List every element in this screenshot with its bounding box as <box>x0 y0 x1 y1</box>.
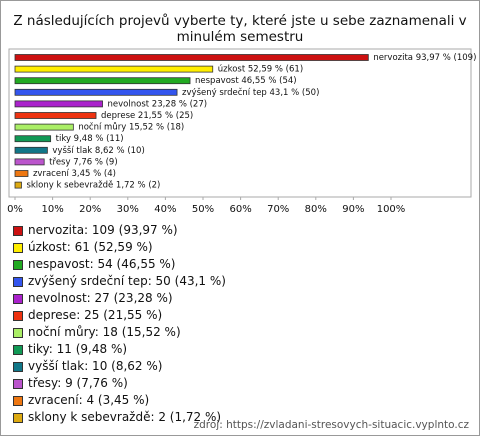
bar-label: zvracení 3,45 % (4) <box>33 169 116 179</box>
bar <box>14 170 29 177</box>
bar <box>14 146 48 154</box>
legend-item: zvýšený srdeční tep: 50 (43,1 %) <box>13 273 226 290</box>
legend-swatch <box>13 361 23 372</box>
legend-swatch <box>13 293 23 304</box>
x-tick-label: 0% <box>7 204 23 215</box>
legend-item: úzkost: 61 (52,59 %) <box>13 239 226 256</box>
x-tick-label: 70% <box>267 204 289 215</box>
legend-label: zvýšený srdeční tep: 50 (43,1 %) <box>28 274 226 288</box>
x-tick-label: 90% <box>342 204 364 215</box>
legend-swatch <box>13 327 23 338</box>
legend-swatch <box>13 276 23 287</box>
legend-item: třesy: 9 (7,76 %) <box>13 375 226 392</box>
legend-swatch <box>13 344 23 355</box>
bar-label: úzkost 52,59 % (61) <box>218 65 303 75</box>
x-tick-label: 60% <box>229 204 251 215</box>
legend-label: vyšší tlak: 10 (8,62 %) <box>28 359 163 373</box>
x-tick-label: 30% <box>117 204 139 215</box>
legend-item: sklony k sebevraždě: 2 (1,72 %) <box>13 409 226 426</box>
legend-label: tiky: 11 (9,48 %) <box>28 342 128 356</box>
x-tick-label: 100% <box>377 204 406 215</box>
bar-label: nespavost 46,55 % (54) <box>195 76 297 86</box>
legend-swatch <box>13 412 23 423</box>
x-tick-label: 80% <box>305 204 327 215</box>
legend-swatch <box>13 310 23 321</box>
legend-swatch <box>13 225 23 236</box>
legend-label: úzkost: 61 (52,59 %) <box>28 240 153 254</box>
bar-label: třesy 7,76 % (9) <box>49 157 117 167</box>
legend-item: deprese: 25 (21,55 %) <box>13 307 226 324</box>
legend-item: nespavost: 54 (46,55 %) <box>13 256 226 273</box>
legend-label: deprese: 25 (21,55 %) <box>28 308 163 322</box>
bar <box>14 123 74 131</box>
legend-item: vyšší tlak: 10 (8,62 %) <box>13 358 226 375</box>
bar <box>14 100 103 108</box>
legend-item: noční můry: 18 (15,52 %) <box>13 324 226 341</box>
legend-label: sklony k sebevraždě: 2 (1,72 %) <box>28 410 222 424</box>
legend-label: nevolnost: 27 (23,28 %) <box>28 291 173 305</box>
plot-frame <box>8 48 472 198</box>
bar-label: sklony k sebevraždě 1,72 % (2) <box>26 181 160 191</box>
legend-swatch <box>13 378 23 389</box>
bar <box>14 88 178 96</box>
legend-item: nevolnost: 27 (23,28 %) <box>13 290 226 307</box>
legend-item: tiky: 11 (9,48 %) <box>13 341 226 358</box>
legend-item: zvracení: 4 (3,45 %) <box>13 392 226 409</box>
legend-label: nespavost: 54 (46,55 %) <box>28 257 176 271</box>
bar-label: tiky 9,48 % (11) <box>56 134 124 144</box>
x-tick-label: 40% <box>154 204 176 215</box>
bar-label: nevolnost 23,28 % (27) <box>108 99 208 109</box>
bar <box>14 54 369 61</box>
bar-label: vyšší tlak 8,62 % (10) <box>52 145 144 156</box>
bar <box>14 181 22 189</box>
legend-label: nervozita: 109 (93,97 %) <box>28 223 178 237</box>
bar <box>14 135 52 143</box>
bar <box>14 158 45 166</box>
legend-item: nervozita: 109 (93,97 %) <box>13 222 226 239</box>
x-tick-label: 20% <box>79 204 101 215</box>
legend-swatch <box>13 259 23 270</box>
legend-swatch <box>13 395 23 406</box>
bar <box>14 65 214 73</box>
x-tick-label: 10% <box>41 204 63 215</box>
chart: 0% 10% 20% 30% 40% 50% 60% 70% 80% 90% 100% nervozi… <box>7 48 476 215</box>
legend-label: zvracení: 4 (3,45 %) <box>28 393 150 407</box>
legend: nervozita: 109 (93,97 %) úzkost: 61 (52,5… <box>13 222 226 426</box>
bar <box>14 77 191 85</box>
legend-label: třesy: 9 (7,76 %) <box>28 376 128 390</box>
bar <box>14 112 97 119</box>
bar-label: zvýšený srdeční tep 43,1 % (50) <box>182 87 319 98</box>
chart-title: Z následujících projevů vyberte ty, kter… <box>13 13 467 45</box>
bar-label: deprese 21,55 % (25) <box>101 111 193 121</box>
x-tick-label: 50% <box>192 204 214 215</box>
bar-label: nervozita 93,97 % (109) <box>373 53 476 63</box>
bar-label: noční můry 15,52 % (18) <box>78 122 184 133</box>
legend-label: noční můry: 18 (15,52 %) <box>28 325 181 339</box>
source: zdroj: https://zvladani-stresovych-situa… <box>193 419 469 431</box>
legend-swatch <box>13 242 23 253</box>
